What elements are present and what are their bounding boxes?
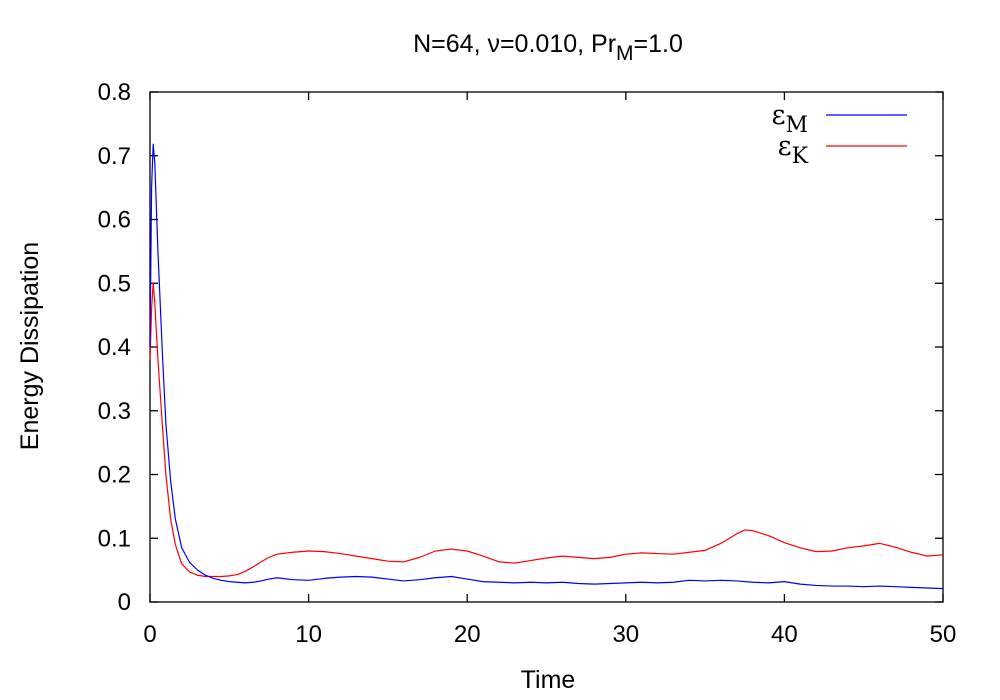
x-tick-label: 50 xyxy=(930,621,957,648)
y-axis-title: Energy Dissipation xyxy=(16,242,44,450)
x-tick-label: 40 xyxy=(771,621,798,648)
y-tick-label: 0.4 xyxy=(98,334,131,361)
legend-item-epsilon-m: εM xyxy=(771,100,907,138)
legend-subscript-epsilon-k: K xyxy=(792,144,809,169)
x-axis-title: Time xyxy=(521,666,576,694)
series-layer xyxy=(149,143,944,590)
y-tick-label: 0.2 xyxy=(98,462,131,489)
x-tick-label: 0 xyxy=(143,621,156,648)
legend-symbol-epsilon-k: ε xyxy=(778,131,792,162)
y-tick-label: 0.5 xyxy=(98,270,131,297)
series-line-epsilon-k xyxy=(149,282,944,578)
y-tick-label: 0.8 xyxy=(98,79,131,106)
x-axis-ticks: 0 10 20 30 40 50 xyxy=(143,92,956,648)
chart-title-prefix: N=64, ν=0.010, Pr xyxy=(413,30,616,58)
legend-subscript-epsilon-m: M xyxy=(785,113,808,138)
y-tick-label: 0.3 xyxy=(98,398,131,425)
series-line-epsilon-m xyxy=(149,143,944,590)
y-tick-label: 0.7 xyxy=(98,143,131,170)
y-tick-label: 0.6 xyxy=(98,207,131,234)
legend: εM εK xyxy=(771,100,907,169)
legend-label-epsilon-k: εK xyxy=(778,131,809,169)
x-tick-label: 30 xyxy=(612,621,639,648)
plot-frame xyxy=(149,91,944,603)
chart-title-suffix: =1.0 xyxy=(634,30,683,58)
legend-label-epsilon-m: εM xyxy=(771,100,808,138)
y-axis-ticks: 0 0.1 0.2 0.3 0.4 0.5 0.6 0.7 0.8 xyxy=(98,79,943,616)
legend-symbol-epsilon-m: ε xyxy=(771,100,785,131)
chart-title-subscript: M xyxy=(616,42,634,65)
x-tick-label: 20 xyxy=(454,621,481,648)
y-tick-label: 0 xyxy=(118,589,131,616)
y-tick-label: 0.1 xyxy=(98,525,131,552)
x-tick-label: 10 xyxy=(295,621,322,648)
chart-title: N=64, ν=0.010, PrM=1.0 xyxy=(413,30,683,65)
legend-item-epsilon-k: εK xyxy=(778,131,907,169)
